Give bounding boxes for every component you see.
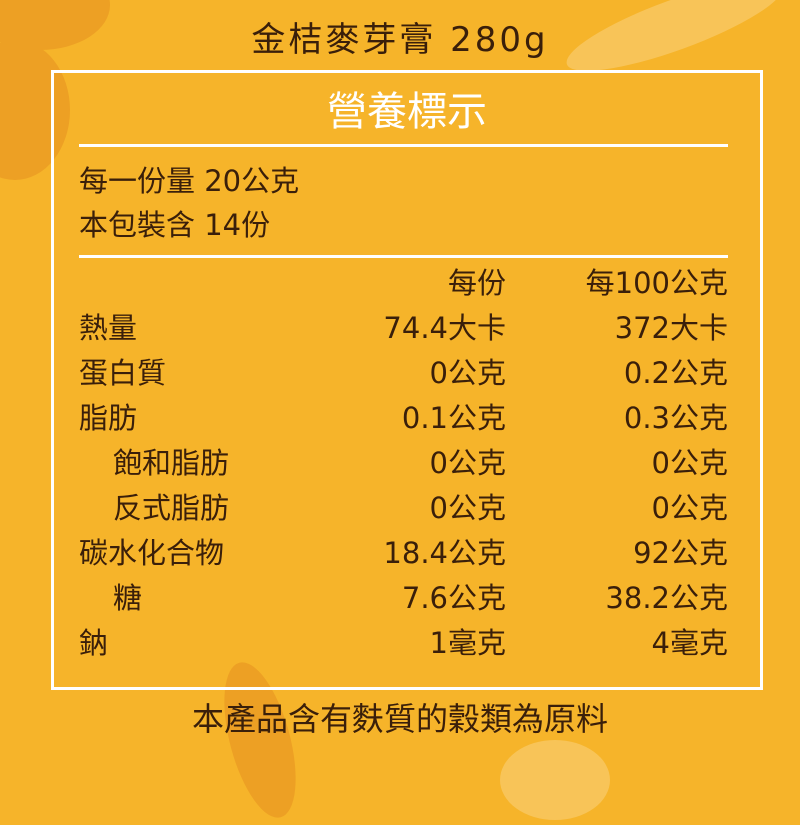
nutrient-row: 蛋白質 0公克 0.2公克 xyxy=(79,351,728,395)
nutrient-row: 鈉 1毫克 4毫克 xyxy=(79,621,728,665)
nutrient-name: 飽和脂肪 xyxy=(113,446,230,480)
per-100g-value: 0公克 xyxy=(651,491,728,525)
per-serving-value: 18.4公克 xyxy=(383,536,506,570)
per-100g-value: 4毫克 xyxy=(651,626,728,660)
serving-size: 每一份量 20公克 xyxy=(79,164,300,198)
column-headers: 每份 每100公克 xyxy=(79,261,728,305)
per-serving-value: 0公克 xyxy=(429,446,506,480)
nutrient-name: 糖 xyxy=(113,581,143,615)
product-title: 金桔麥芽膏 280g xyxy=(251,20,549,60)
nutrition-label: 營養標示 每一份量 20公克 本包裝含 14份 每份 每100公克 熱量 74.4… xyxy=(51,70,763,690)
per-serving-value: 7.6公克 xyxy=(401,581,506,615)
nutrient-row: 糖 7.6公克 38.2公克 xyxy=(79,576,728,620)
per-serving-value: 0.1公克 xyxy=(401,401,506,435)
per-100g-value: 372大卡 xyxy=(614,311,728,345)
per-serving-value: 0公克 xyxy=(429,491,506,525)
allergen-notice: 本產品含有麩質的穀類為原料 xyxy=(191,700,608,738)
per-100g-value: 0公克 xyxy=(651,446,728,480)
divider xyxy=(79,255,728,258)
nutrient-name: 蛋白質 xyxy=(79,356,167,390)
column-header-per-serving: 每份 xyxy=(447,266,506,300)
decorative-fruit-shape xyxy=(500,740,610,820)
per-100g-value: 92公克 xyxy=(633,536,728,570)
nutrient-name: 反式脂肪 xyxy=(113,491,230,525)
nutrient-name: 熱量 xyxy=(79,311,138,345)
nutrient-row: 碳水化合物 18.4公克 92公克 xyxy=(79,531,728,575)
nutrient-row: 反式脂肪 0公克 0公克 xyxy=(79,486,728,530)
nutrition-heading: 營養標示 xyxy=(327,89,487,135)
nutrient-name: 碳水化合物 xyxy=(79,536,225,570)
per-serving-value: 74.4大卡 xyxy=(383,311,506,345)
nutrient-row: 飽和脂肪 0公克 0公克 xyxy=(79,441,728,485)
nutrient-name: 鈉 xyxy=(79,626,109,660)
nutrient-name: 脂肪 xyxy=(79,401,138,435)
per-serving-value: 1毫克 xyxy=(429,626,506,660)
per-100g-value: 0.3公克 xyxy=(623,401,728,435)
per-serving-value: 0公克 xyxy=(429,356,506,390)
per-100g-value: 38.2公克 xyxy=(605,581,728,615)
nutrient-row: 熱量 74.4大卡 372大卡 xyxy=(79,306,728,350)
column-header-per-100g: 每100公克 xyxy=(585,266,728,300)
divider xyxy=(79,144,728,147)
servings-per-package: 本包裝含 14份 xyxy=(79,208,271,242)
per-100g-value: 0.2公克 xyxy=(623,356,728,390)
nutrient-row: 脂肪 0.1公克 0.3公克 xyxy=(79,396,728,440)
